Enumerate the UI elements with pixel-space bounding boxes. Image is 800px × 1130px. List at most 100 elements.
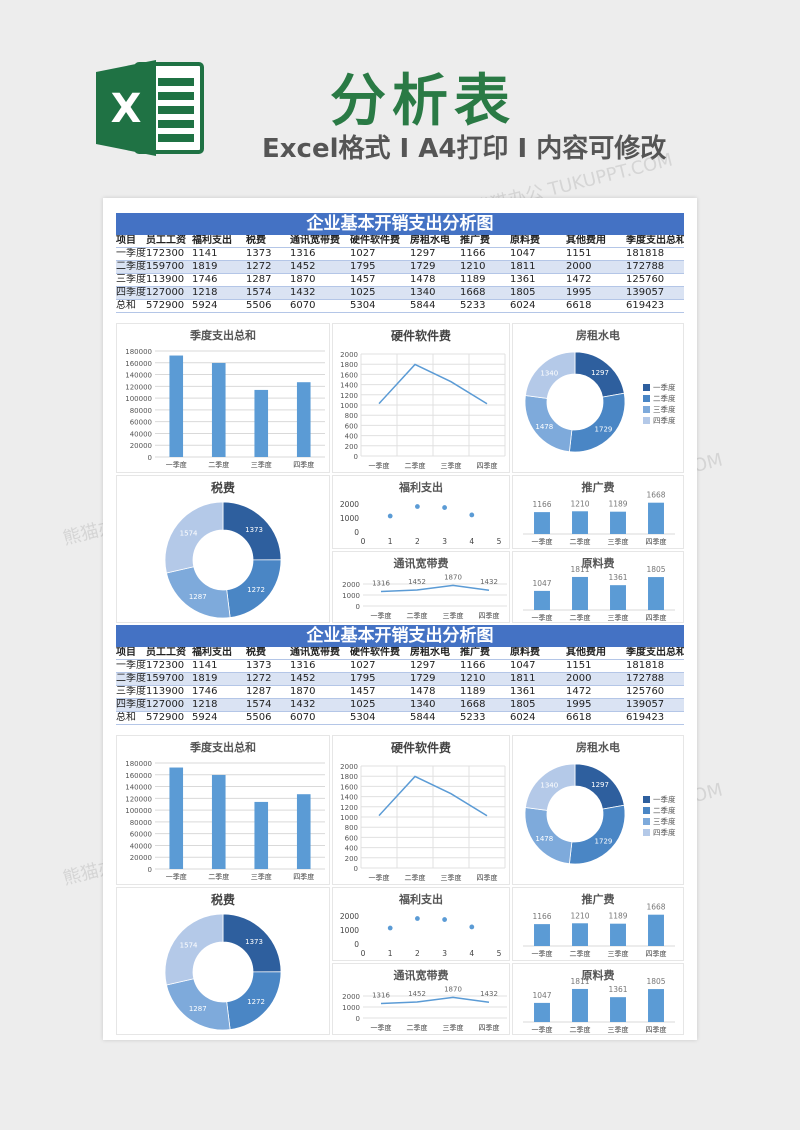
y-tick-label: 0 — [148, 866, 152, 874]
y-tick-label: 80000 — [130, 819, 152, 827]
bar — [572, 511, 588, 534]
x-tick-label: 三季度 — [251, 872, 272, 881]
column-header: 税费 — [246, 647, 290, 660]
table-cell: 1141 — [192, 247, 246, 261]
chart-title: 福利支出 — [399, 893, 443, 906]
y-tick-label: 2000 — [342, 581, 360, 589]
chart-title: 房租水电 — [576, 741, 620, 754]
y-tick-label: 2000 — [340, 500, 359, 509]
x-tick-label: 一季度 — [371, 611, 392, 620]
table-cell: 113900 — [146, 273, 192, 287]
table-cell: 1795 — [350, 260, 410, 274]
table-cell: 1574 — [246, 698, 290, 712]
table-cell: 1373 — [246, 247, 290, 261]
data-label: 1668 — [646, 491, 665, 500]
table-cell: 1361 — [510, 685, 566, 699]
table-cell: 5304 — [350, 711, 410, 725]
data-label: 1668 — [646, 903, 665, 912]
table-cell: 5506 — [246, 299, 290, 313]
slice-label: 1729 — [595, 426, 613, 434]
data-label: 1316 — [372, 992, 390, 1000]
chart-panel-total: 季度支出总和 180000 160000 140000 120000 100000 8000… — [116, 323, 330, 473]
x-tick-label: 四季度 — [479, 611, 500, 620]
bar — [610, 511, 626, 534]
x-tick-label: 3 — [442, 537, 447, 546]
legend-label: 三季度 — [653, 404, 676, 414]
column-header: 房租水电 — [410, 647, 460, 660]
x-tick-label: 三季度 — [608, 1025, 629, 1034]
table-cell: 1478 — [410, 273, 460, 287]
donut-slice — [524, 763, 576, 811]
table-cell: 1432 — [290, 286, 350, 300]
column-header: 福利支出 — [192, 647, 246, 660]
donut-slice — [524, 351, 576, 399]
table-cell: 1746 — [192, 685, 246, 699]
expense-table: 项目 员工工资 福利支出 税费 通讯宽带费 硬件软件费 房租水电 推广费 原料费 其他费用 季度支出… — [116, 647, 684, 725]
data-label: 1166 — [532, 500, 551, 509]
data-label: 1432 — [480, 578, 498, 586]
y-tick-label: 1000 — [342, 1004, 360, 1012]
y-tick-label: 60000 — [130, 831, 152, 839]
table-cell: 二季度 — [116, 672, 146, 686]
table-cell: 1452 — [290, 672, 350, 686]
y-tick-label: 1000 — [342, 592, 360, 600]
bar — [648, 577, 664, 610]
column-header: 推广费 — [460, 647, 510, 660]
table-cell: 1151 — [566, 247, 626, 261]
x-tick-label: 三季度 — [251, 460, 272, 469]
table-cell: 1995 — [566, 286, 626, 300]
y-tick-label: 0 — [354, 865, 358, 873]
table-cell: 6070 — [290, 711, 350, 725]
x-tick-label: 一季度 — [166, 460, 187, 469]
table-cell: 三季度 — [116, 685, 146, 699]
slice-label: 1373 — [245, 938, 263, 946]
column-header: 推广费 — [460, 235, 510, 248]
table-cell: 1151 — [566, 659, 626, 673]
data-label: 1189 — [608, 912, 627, 921]
table-cell: 二季度 — [116, 260, 146, 274]
donut-slice — [164, 501, 224, 574]
table-cell: 1472 — [566, 685, 626, 699]
slice-label: 1574 — [180, 942, 198, 950]
expense-table: 项目 员工工资 福利支出 税费 通讯宽带费 硬件软件费 房租水电 推广费 原料费 其他费用 季度支出… — [116, 235, 684, 313]
column-header: 原料费 — [510, 647, 566, 660]
table-title: 企业基本开销支出分析图 — [116, 625, 684, 647]
donut-slice — [568, 804, 626, 865]
bar — [610, 923, 626, 946]
table-header-row: 项目 员工工资 福利支出 税费 通讯宽带费 硬件软件费 房租水电 推广费 原料费 其他费用 季度支出… — [116, 647, 684, 660]
table-cell: 1287 — [246, 685, 290, 699]
bar — [254, 801, 269, 869]
table-cell: 1141 — [192, 659, 246, 673]
table-cell: 1870 — [290, 273, 350, 287]
slice-label: 1287 — [189, 593, 207, 601]
x-tick-label: 一季度 — [532, 1025, 553, 1034]
table-cell: 1272 — [246, 260, 290, 274]
chart-title: 季度支出总和 — [190, 741, 256, 754]
chart-telecom: 2000 1000 0 一季度 1316 二季度 1452 三季度 1870 四季度 1432 — [342, 573, 507, 620]
chart-panel-promo: 推广费 一季度 1166 二季度 1210 三季度 1189 四季度 1668 — [512, 887, 684, 961]
x-tick-label: 3 — [442, 949, 447, 958]
legend-label: 四季度 — [653, 827, 676, 837]
column-header: 其他费用 — [566, 235, 626, 248]
bar — [211, 774, 226, 869]
x-tick-label: 一季度 — [371, 1023, 392, 1032]
table-cell: 1995 — [566, 698, 626, 712]
table-cell: 1811 — [510, 260, 566, 274]
x-tick-label: 四季度 — [293, 872, 314, 881]
table-cell: 1340 — [410, 698, 460, 712]
table-cell: 1025 — [350, 286, 410, 300]
x-tick-label: 一季度 — [369, 461, 390, 470]
bar — [534, 590, 550, 610]
bar — [610, 585, 626, 610]
table-cell: 181818 — [626, 659, 684, 673]
table-cell: 1729 — [410, 260, 460, 274]
table-cell: 1574 — [246, 286, 290, 300]
bar — [169, 767, 184, 869]
table-cell: 1025 — [350, 698, 410, 712]
x-tick-label: 一季度 — [369, 873, 390, 882]
table-cell: 172788 — [626, 672, 684, 686]
table-row: 二季度 159700 1819 1272 1452 1795 1729 1210 1811 200… — [116, 260, 684, 274]
x-tick-label: 二季度 — [407, 611, 428, 620]
column-header: 员工工资 — [146, 235, 192, 248]
table-cell: 1210 — [460, 672, 510, 686]
